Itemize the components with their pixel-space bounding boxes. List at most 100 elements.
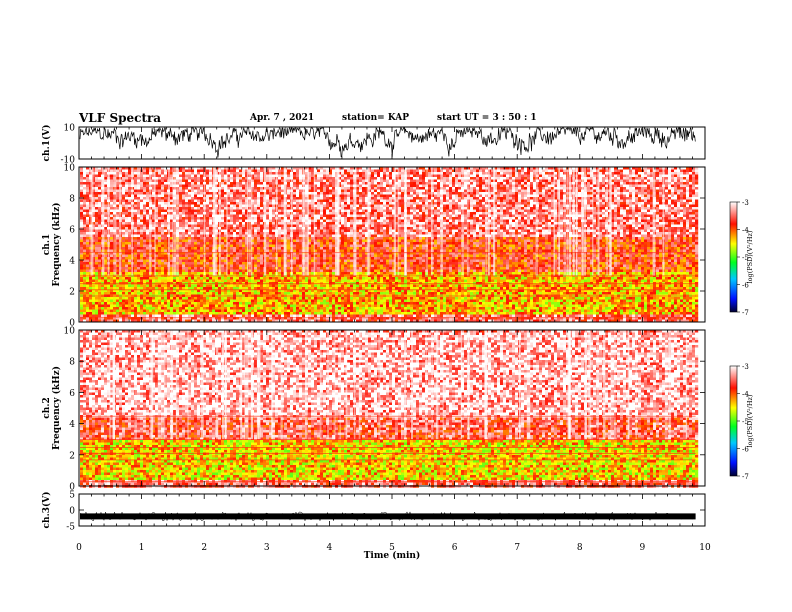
spectrogram-cell xyxy=(317,197,320,200)
spectrogram-cell xyxy=(527,207,530,210)
spectrogram-cell xyxy=(323,190,326,193)
spectrogram-cell xyxy=(668,210,671,213)
spectrogram-cell xyxy=(683,202,686,205)
spectrogram-cell xyxy=(476,197,479,200)
spectrogram-cell xyxy=(476,172,479,175)
spectrogram-cell xyxy=(509,197,512,200)
spectrogram-cell xyxy=(230,200,233,203)
spectrogram-cell xyxy=(380,217,383,220)
spectrogram-cell xyxy=(476,182,479,185)
spectrogram-cell xyxy=(419,207,422,210)
spectrogram-cell xyxy=(161,175,164,178)
spectrogram-cell xyxy=(221,222,224,225)
spectrogram-cell xyxy=(164,212,167,215)
spectrogram-cell xyxy=(185,210,188,213)
spectrogram-cell xyxy=(518,175,521,178)
spectrogram-cell xyxy=(626,185,629,188)
spectrogram-cell xyxy=(410,212,413,215)
spectrogram-cell xyxy=(629,187,632,190)
spectrogram-cell xyxy=(413,217,416,220)
spectrogram-cell xyxy=(86,207,89,210)
spectrogram-cell xyxy=(695,170,698,173)
spectrogram-cell xyxy=(269,177,272,180)
spectrogram-cell xyxy=(524,200,527,203)
spectrogram-cell xyxy=(539,207,542,210)
spectrogram-cell xyxy=(542,192,545,195)
spectrogram-cell xyxy=(257,192,260,195)
spectrogram-cell xyxy=(206,197,209,200)
spectrogram-cell xyxy=(419,180,422,183)
spectrogram-cell xyxy=(98,190,101,193)
spectrogram-cell xyxy=(686,217,689,220)
spectrogram-cell xyxy=(473,172,476,175)
spectrogram-cell xyxy=(458,182,461,185)
spectrogram-cell xyxy=(230,177,233,180)
spectrogram-cell xyxy=(188,220,191,223)
spectrogram-cell xyxy=(407,215,410,218)
spectrogram-cell xyxy=(668,187,671,190)
spectrogram-cell xyxy=(509,200,512,203)
spectrogram-cell xyxy=(641,217,644,220)
spectrogram-cell xyxy=(257,217,260,220)
spectrogram-cell xyxy=(317,187,320,190)
spectrogram-cell xyxy=(647,220,650,223)
spectrogram-cell xyxy=(359,197,362,200)
spectrogram-cell xyxy=(242,190,245,193)
spectrogram-cell xyxy=(503,180,506,183)
spectrogram-cell xyxy=(518,215,521,218)
spectrogram-cell xyxy=(164,172,167,175)
spectrogram-cell xyxy=(374,190,377,193)
spectrogram-cell xyxy=(665,202,668,205)
spectrogram-cell xyxy=(278,175,281,178)
spectrogram-cell xyxy=(452,215,455,218)
spectrogram-cell xyxy=(620,185,623,188)
spectrogram-cell xyxy=(254,172,257,175)
spectrogram-cell xyxy=(125,170,128,173)
spectrogram-cell xyxy=(641,185,644,188)
spectrogram-cell xyxy=(419,182,422,185)
spectrogram-cell xyxy=(320,225,323,228)
spectrogram-cell xyxy=(695,175,698,178)
spectrogram-cell xyxy=(293,200,296,203)
spectrogram-cell xyxy=(164,192,167,195)
spectrogram-cell xyxy=(506,200,509,203)
spectrogram-cell xyxy=(482,170,485,173)
spectrogram-cell xyxy=(629,190,632,193)
spectrogram-cell xyxy=(125,195,128,198)
spectrogram-cell xyxy=(191,185,194,188)
spectrogram-cell xyxy=(476,225,479,228)
spectrogram-cell xyxy=(644,212,647,215)
spectrogram-cell xyxy=(659,177,662,180)
spectrogram-cell xyxy=(320,182,323,185)
spectrogram-cell xyxy=(506,185,509,188)
spectrogram-cell xyxy=(209,205,212,208)
spectrogram-cell xyxy=(680,182,683,185)
spectrogram-cell xyxy=(632,187,635,190)
spectrogram-cell xyxy=(512,202,515,205)
spectrogram-cell xyxy=(128,182,131,185)
spectrogram-cell xyxy=(674,195,677,198)
spectrogram-cell xyxy=(137,202,140,205)
spectrogram-cell xyxy=(194,212,197,215)
spectrogram-cell xyxy=(242,217,245,220)
spectrogram-cell xyxy=(614,190,617,193)
spectrogram-cell xyxy=(143,175,146,178)
spectrogram-cell xyxy=(239,220,242,223)
spectrogram-cell xyxy=(521,175,524,178)
spectrogram-cell xyxy=(389,220,392,223)
spectrogram-cell xyxy=(422,175,425,178)
spectrogram-cell xyxy=(446,192,449,195)
spectrogram-cell xyxy=(239,185,242,188)
spectrogram-cell xyxy=(560,205,563,208)
spectrogram-cell xyxy=(209,192,212,195)
spectrogram-cell xyxy=(239,172,242,175)
spectrogram-cell xyxy=(386,175,389,178)
spectrogram-cell xyxy=(254,220,257,223)
spectrogram-cell xyxy=(497,195,500,198)
spectrogram-cell xyxy=(638,187,641,190)
spectrogram-cell xyxy=(257,220,260,223)
spectrogram-cell xyxy=(161,197,164,200)
spectrogram-cell xyxy=(455,215,458,218)
spectrogram-cell xyxy=(110,185,113,188)
spectrogram-cell xyxy=(443,185,446,188)
